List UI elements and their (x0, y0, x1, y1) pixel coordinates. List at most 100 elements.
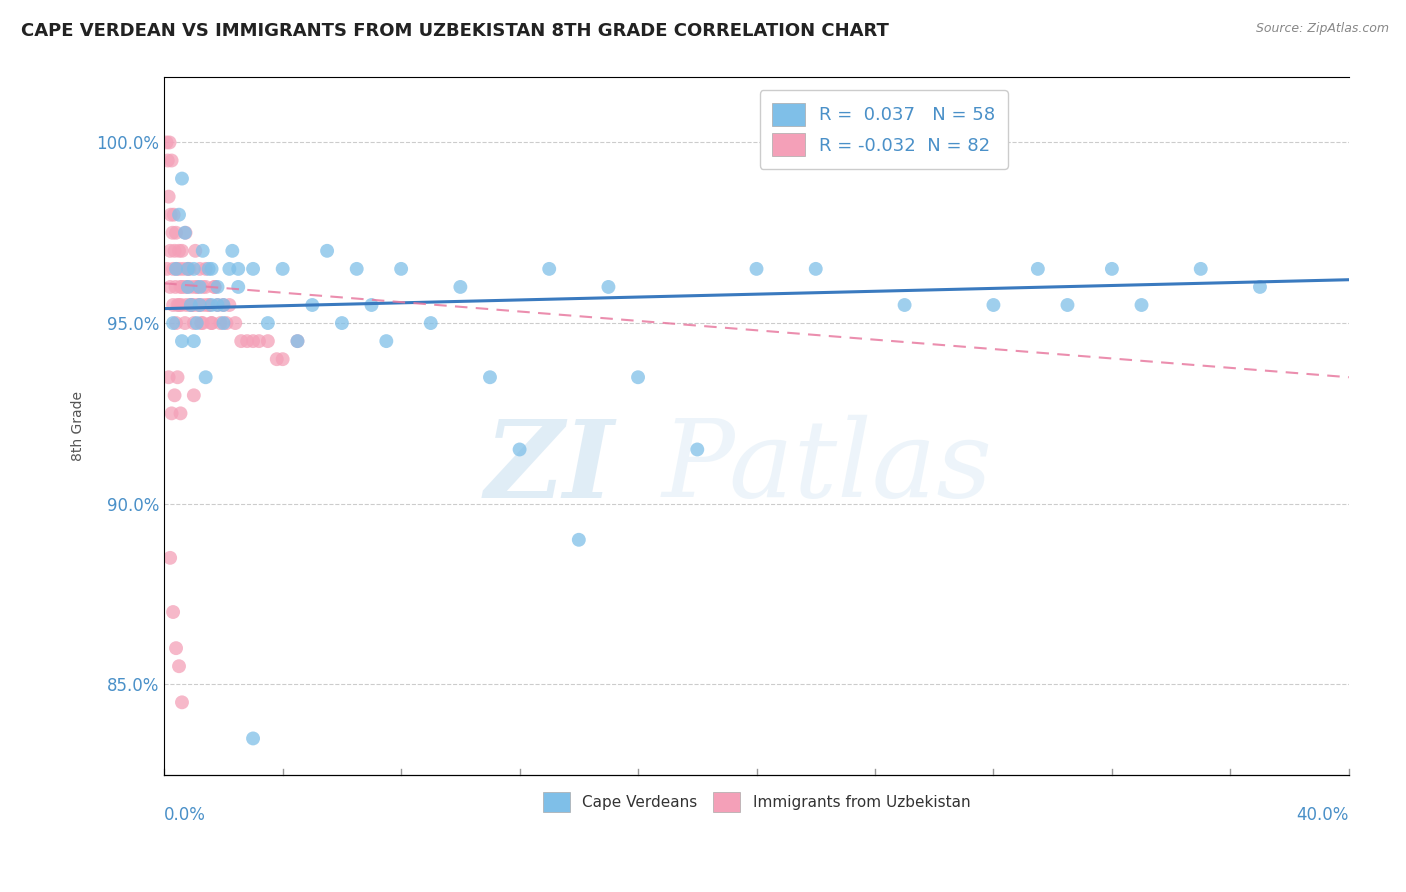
Point (226, 280, 249, 294)
Point (157, 189, 180, 203)
Point (186, 280, 208, 294)
Text: CAPE VERDEAN VS IMMIGRANTS FROM UZBEKISTAN 8TH GRADE CORRELATION CHART: CAPE VERDEAN VS IMMIGRANTS FROM UZBEKIST… (21, 22, 889, 40)
Point (360, 298, 382, 312)
Point (169, 280, 191, 294)
Point (159, 244, 181, 258)
Point (179, 261, 201, 276)
Point (155, 136, 177, 150)
Point (257, 334, 280, 348)
Point (266, 352, 288, 367)
Point (247, 334, 270, 348)
Point (257, 316, 280, 330)
Point (174, 280, 197, 294)
Point (204, 280, 226, 294)
Point (156, 153, 179, 168)
Point (224, 316, 246, 330)
Point (160, 406, 183, 420)
Point (180, 298, 202, 312)
Point (212, 298, 235, 312)
Point (163, 388, 186, 402)
Point (627, 370, 650, 384)
Text: 0.0%: 0.0% (165, 806, 207, 824)
Point (218, 298, 240, 312)
Point (159, 208, 181, 222)
Point (166, 370, 188, 384)
Point (157, 370, 180, 384)
Point (191, 244, 214, 258)
Point (193, 298, 215, 312)
Point (200, 316, 222, 330)
Point (177, 261, 200, 276)
Point (163, 244, 186, 258)
Point (170, 171, 193, 186)
Point (183, 316, 205, 330)
Point (212, 298, 235, 312)
Point (180, 298, 202, 312)
Point (1249, 280, 1271, 294)
Point (598, 280, 620, 294)
Point (316, 244, 339, 258)
Point (389, 261, 412, 276)
Point (183, 298, 205, 312)
Point (156, 261, 179, 276)
Text: Patlas: Patlas (662, 415, 993, 520)
Point (167, 659, 190, 673)
Point (686, 442, 709, 457)
Point (271, 261, 294, 276)
Point (236, 334, 259, 348)
Point (165, 316, 187, 330)
Point (172, 261, 194, 276)
Text: 40.0%: 40.0% (1296, 806, 1348, 824)
Point (169, 261, 191, 276)
Point (271, 352, 294, 367)
Point (183, 334, 205, 348)
Point (983, 298, 1005, 312)
Text: Source: ZipAtlas.com: Source: ZipAtlas.com (1256, 22, 1389, 36)
Point (221, 244, 243, 258)
Point (170, 298, 193, 312)
Point (170, 334, 193, 348)
Point (162, 605, 184, 619)
Point (174, 316, 197, 330)
Point (183, 261, 205, 276)
Point (804, 261, 827, 276)
Point (568, 533, 591, 547)
Point (509, 442, 531, 457)
Point (165, 641, 187, 656)
Point (197, 298, 219, 312)
Point (167, 244, 190, 258)
Point (160, 153, 183, 168)
Point (194, 261, 217, 276)
Point (162, 316, 184, 330)
Point (159, 136, 181, 150)
Point (745, 261, 768, 276)
Point (330, 316, 353, 330)
Point (207, 280, 229, 294)
Point (165, 261, 187, 276)
Point (242, 261, 264, 276)
Point (177, 280, 200, 294)
Point (159, 550, 181, 565)
Point (893, 298, 915, 312)
Point (167, 208, 190, 222)
Point (166, 298, 188, 312)
Point (200, 261, 222, 276)
Point (1130, 298, 1153, 312)
Point (1026, 261, 1049, 276)
Point (191, 316, 214, 330)
Point (346, 261, 368, 276)
Point (375, 334, 398, 348)
Legend: Cape Verdeans, Immigrants from Uzbekistan: Cape Verdeans, Immigrants from Uzbekista… (536, 784, 979, 819)
Point (1189, 261, 1212, 276)
Point (176, 298, 198, 312)
Point (187, 298, 209, 312)
Point (215, 316, 238, 330)
Y-axis label: 8th Grade: 8th Grade (72, 391, 86, 461)
Point (194, 280, 217, 294)
Point (162, 298, 184, 312)
Text: ZI: ZI (485, 415, 614, 521)
Point (301, 298, 323, 312)
Point (180, 298, 202, 312)
Point (188, 298, 211, 312)
Point (200, 298, 222, 312)
